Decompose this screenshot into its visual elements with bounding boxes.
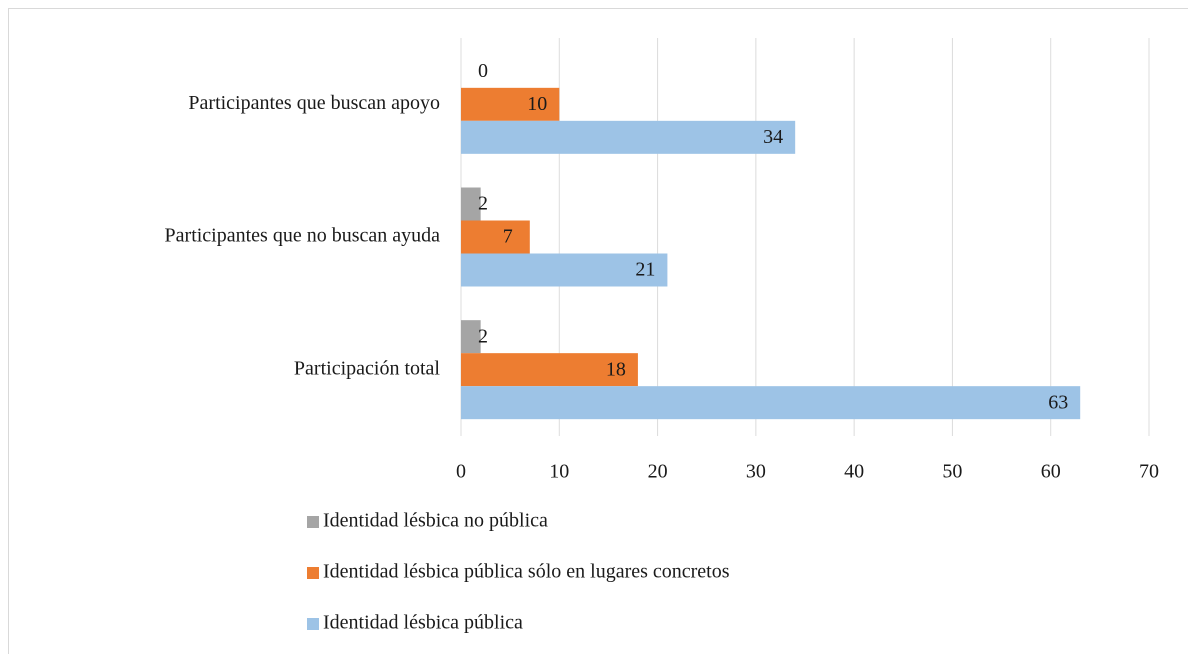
x-tick-label: 40 — [844, 461, 864, 483]
y-tick-label: Participación total — [294, 357, 441, 379]
data-label: 63 — [1048, 391, 1068, 413]
legend-label: Identidad lésbica pública — [323, 612, 523, 634]
data-label: 0 — [478, 60, 488, 82]
x-tick-label: 60 — [1041, 461, 1061, 483]
x-tick-label: 70 — [1139, 461, 1159, 483]
legend-swatch — [307, 567, 319, 579]
data-label: 2 — [478, 325, 488, 347]
x-tick-label: 30 — [746, 461, 766, 483]
data-label: 7 — [503, 226, 513, 248]
chart-border — [8, 8, 1188, 654]
data-label: 18 — [606, 358, 626, 380]
bar — [461, 386, 1081, 420]
x-tick-label: 50 — [942, 461, 962, 483]
legend-label: Identidad lésbica no pública — [323, 510, 548, 532]
data-label: 10 — [527, 93, 547, 115]
x-tick-label: 20 — [648, 461, 668, 483]
bar — [461, 253, 668, 287]
bar — [461, 320, 481, 354]
y-tick-label: Participantes que buscan apoyo — [188, 92, 440, 114]
data-label: 34 — [763, 126, 783, 148]
x-tick-label: 10 — [549, 461, 569, 483]
legend-swatch — [307, 516, 319, 528]
bar — [461, 187, 481, 221]
bar — [461, 220, 530, 254]
bar — [461, 87, 560, 121]
bar — [461, 353, 638, 387]
y-tick-label: Participantes que no buscan ayuda — [165, 225, 441, 247]
data-label: 2 — [478, 193, 488, 215]
bar — [461, 120, 796, 154]
data-label: 21 — [635, 259, 655, 281]
legend-label: Identidad lésbica pública sólo en lugare… — [323, 561, 730, 583]
legend-swatch — [307, 618, 319, 630]
x-tick-label: 0 — [456, 461, 466, 483]
